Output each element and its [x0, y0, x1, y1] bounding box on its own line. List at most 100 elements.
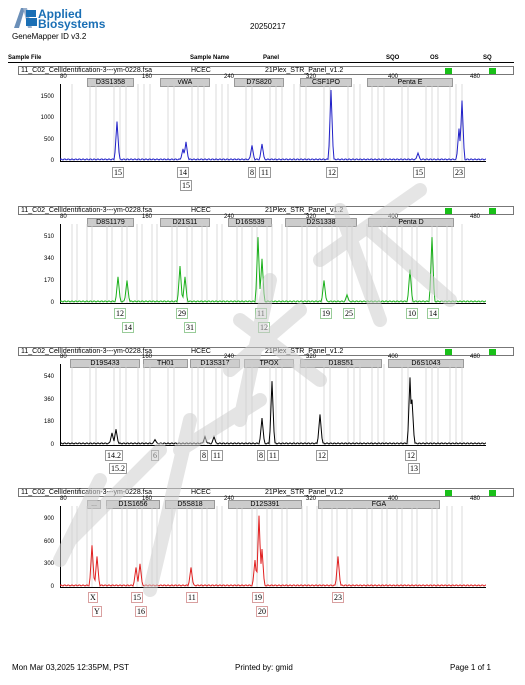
allele-call-label: 16: [135, 606, 147, 617]
plot-axes: [60, 506, 486, 588]
signal-trace: [60, 237, 486, 303]
y-tick-label: 340: [43, 256, 54, 262]
allele-call-label: 15: [112, 167, 124, 178]
electropherogram-plot: [60, 84, 486, 162]
sample-file: 11_C02_CellIdentification-3---ym-0228.fs…: [21, 348, 152, 355]
allele-call-label: 8: [248, 167, 256, 178]
signal-trace: [60, 515, 486, 587]
x-tick-label: 400: [388, 354, 399, 360]
x-tick-label: 80: [60, 354, 67, 360]
y-tick-label: 1500: [40, 94, 54, 100]
marker-bin: CSF1PO: [300, 78, 352, 87]
plot-axes: [60, 84, 486, 162]
y-tick-label: 0: [50, 300, 54, 306]
allele-call-label: 15: [180, 180, 192, 191]
brand-name: Applied Biosystems: [38, 7, 106, 31]
sample-name: HCEC: [191, 207, 211, 214]
applied-biosystems-logo-icon: [14, 8, 37, 28]
column-header: Sample File Sample Name Panel SQO OS SQ: [8, 55, 514, 63]
y-tick-label: 0: [50, 158, 54, 164]
col-panel: Panel: [263, 55, 280, 61]
sample-name: HCEC: [191, 348, 211, 355]
y-tick-label: 180: [43, 419, 54, 426]
x-tick-label: 480: [470, 74, 481, 80]
allele-call-label: 25: [343, 308, 355, 319]
allele-call-label: 11: [211, 450, 223, 461]
y-tick-label: 170: [43, 278, 54, 284]
allele-call-label: 8: [257, 450, 265, 461]
x-tick-label: 400: [388, 74, 399, 80]
os-status-indicator: [445, 68, 452, 74]
x-tick-label: 320: [306, 74, 317, 80]
allele-call-label: 11: [259, 167, 271, 178]
marker-bin: D16S539: [228, 218, 272, 227]
sq-status-indicator: [489, 490, 496, 496]
x-tick-label: 320: [306, 354, 317, 360]
signal-trace: [60, 377, 486, 445]
panel-name: 21Plex_STR_Panel_v1.2: [265, 67, 344, 74]
col-sample-file: Sample File: [8, 55, 42, 61]
allele-call-label: 23: [332, 592, 344, 603]
x-tick-label: 240: [224, 74, 235, 80]
allele-call-label: 12: [114, 308, 126, 319]
os-status-indicator: [445, 208, 452, 214]
os-status-indicator: [445, 349, 452, 355]
x-tick-label: 320: [306, 214, 317, 220]
x-tick-label: 160: [142, 214, 153, 220]
allele-call-label: 31: [184, 322, 196, 333]
x-tick-label: 320: [306, 496, 317, 502]
allele-call-label: Y: [92, 606, 102, 617]
x-tick-label: 480: [470, 496, 481, 502]
panel-header: 11_C02_CellIdentification-3---ym-0228.fs…: [18, 347, 514, 356]
brand-line-1: Applied: [38, 7, 82, 21]
sample-file: 11_C02_CellIdentification-3---ym-0228.fs…: [21, 489, 152, 496]
report-date: 20250217: [250, 22, 286, 31]
marker-bin: D8S1179: [87, 218, 134, 227]
sample-name: HCEC: [191, 67, 211, 74]
panel-header: 11_C02_CellIdentification-3---ym-0228.fs…: [18, 488, 514, 497]
x-tick-label: 80: [60, 496, 67, 502]
allele-call-label: 10: [406, 308, 418, 319]
plot-axes: [60, 224, 486, 304]
allele-call-label: 29: [176, 308, 188, 319]
allele-call-label: 8: [200, 450, 208, 461]
allele-call-label: 12: [326, 167, 338, 178]
sq-status-indicator: [489, 208, 496, 214]
sample-file: 11_C02_CellIdentification-3---ym-0228.fs…: [21, 67, 152, 74]
os-status-indicator: [445, 490, 452, 496]
y-tick-label: 300: [43, 561, 54, 568]
sample-file: 11_C02_CellIdentification-3---ym-0228.fs…: [21, 207, 152, 214]
x-tick-label: 160: [142, 74, 153, 80]
x-tick-label: 400: [388, 214, 399, 220]
allele-call-label: 13: [408, 463, 420, 474]
allele-call-label: 11: [267, 450, 279, 461]
panel-name: 21Plex_STR_Panel_v1.2: [265, 489, 344, 496]
allele-call-label: 12: [405, 450, 417, 461]
sq-status-indicator: [489, 68, 496, 74]
col-os: OS: [430, 55, 439, 61]
y-tick-label: 540: [43, 374, 54, 380]
electropherogram-plot: [60, 224, 486, 304]
sample-name: HCEC: [191, 489, 211, 496]
allele-call-label: 12: [258, 322, 270, 333]
footer-date: Mon Mar 03,2025 12:35PM, PST: [12, 663, 129, 672]
x-tick-label: 400: [388, 496, 399, 502]
allele-call-label: 14: [177, 167, 189, 178]
brand-line-2: Biosystems: [38, 17, 106, 31]
allele-call-label: 20: [256, 606, 268, 617]
marker-bin: vWA: [160, 78, 210, 87]
electropherogram-plot: [60, 364, 486, 446]
marker-bin: FGA: [318, 500, 440, 509]
col-sq: SQ: [483, 55, 492, 61]
y-tick-label: 510: [43, 234, 54, 240]
allele-call-label: 23: [453, 167, 465, 178]
allele-call-label: 11: [255, 308, 267, 319]
panel-header: 11_C02_CellIdentification-3---ym-0228.fs…: [18, 206, 514, 215]
y-tick-label: 0: [50, 584, 54, 590]
signal-trace: [60, 89, 486, 161]
x-tick-label: 240: [224, 214, 235, 220]
allele-call-label: X: [88, 592, 98, 603]
allele-call-label: 15.2: [109, 463, 127, 474]
allele-call-label: 6: [151, 450, 159, 461]
marker-bin: TH01: [143, 359, 188, 368]
